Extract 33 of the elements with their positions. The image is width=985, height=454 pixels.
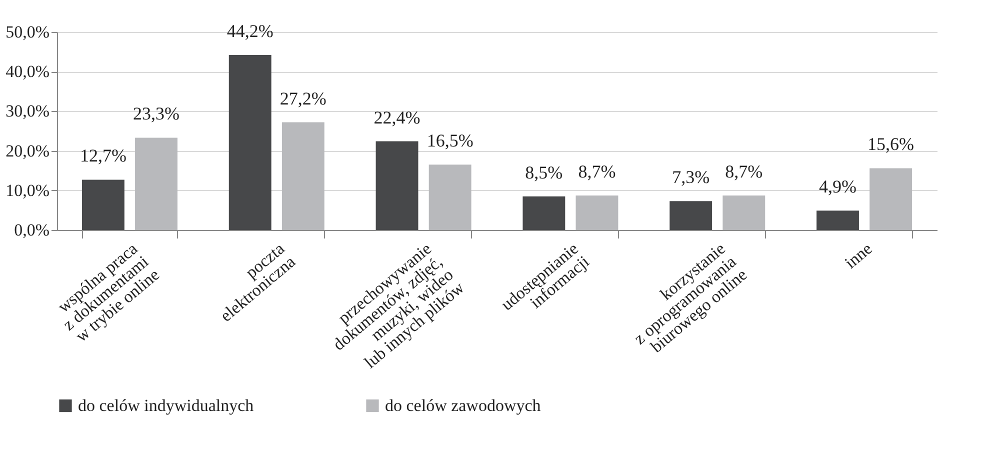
y-tick-label: 50,0% bbox=[6, 22, 50, 42]
data-label: 4,9% bbox=[819, 176, 857, 197]
bar bbox=[135, 138, 178, 230]
bar bbox=[816, 210, 859, 230]
bar bbox=[722, 196, 766, 230]
data-label: 27,2% bbox=[280, 88, 326, 108]
data-label: 15,6% bbox=[868, 134, 914, 154]
y-tick-label: 0,0% bbox=[14, 220, 50, 240]
data-label: 23,3% bbox=[132, 104, 180, 124]
bar bbox=[228, 54, 272, 230]
bar bbox=[870, 168, 912, 230]
y-tick-label: 30,0% bbox=[6, 102, 50, 121]
data-label: 16,5% bbox=[426, 130, 474, 151]
bar bbox=[522, 196, 566, 230]
bar bbox=[428, 164, 472, 230]
y-tick-label: 10,0% bbox=[6, 180, 50, 200]
data-label: 7,3% bbox=[672, 167, 710, 188]
bar bbox=[576, 196, 618, 230]
data-label: 8,7% bbox=[725, 162, 763, 182]
bar bbox=[82, 180, 124, 230]
data-label: 8,5% bbox=[525, 162, 563, 182]
data-label: 8,7% bbox=[578, 162, 616, 182]
data-label: 22,4% bbox=[374, 107, 420, 128]
bar bbox=[282, 122, 324, 230]
data-label: 44,2% bbox=[226, 20, 274, 41]
data-label: 12,7% bbox=[80, 146, 126, 166]
x-tick-label: inne bbox=[841, 238, 876, 272]
legend-label: do celów indywidualnych bbox=[78, 396, 254, 415]
y-tick-label: 20,0% bbox=[6, 141, 50, 160]
legend-label: do celów zawodowych bbox=[385, 396, 542, 415]
y-tick-label: 40,0% bbox=[6, 62, 50, 82]
bar bbox=[376, 141, 418, 230]
bar bbox=[670, 201, 712, 230]
